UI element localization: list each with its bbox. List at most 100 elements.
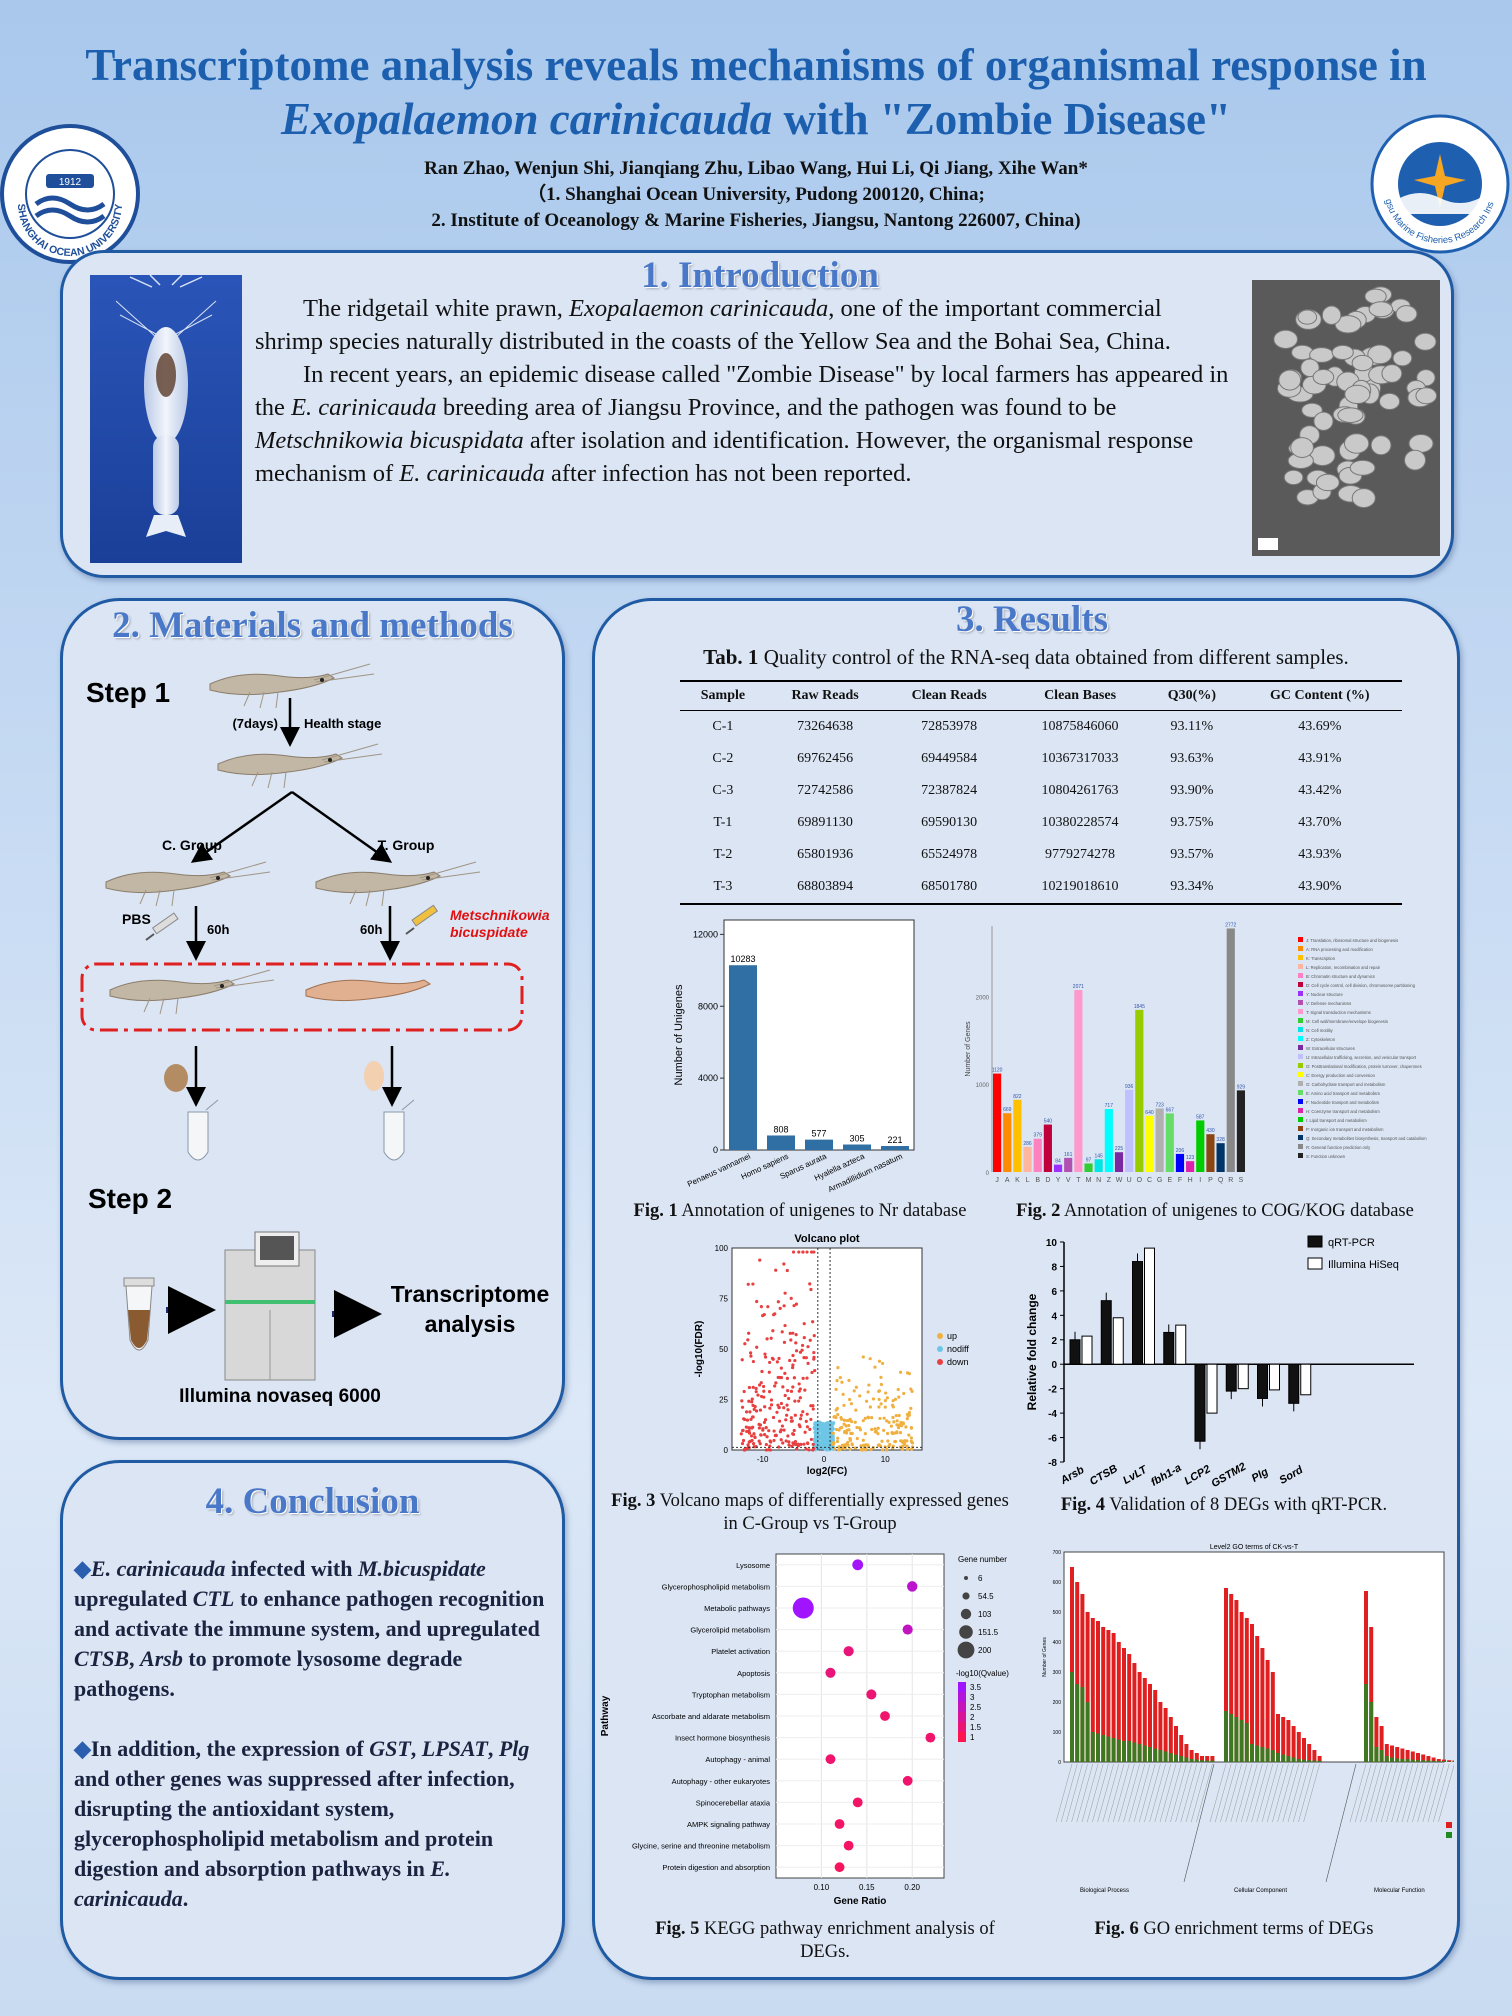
bar-value-label: 206 [1176,1148,1185,1154]
x-tick-mark [1076,1763,1094,1823]
yeast-cell [1321,305,1342,325]
volcano-point [791,1385,795,1389]
bar [1405,1750,1410,1762]
y-tick-label: 2000 [976,995,990,1001]
volcano-point [782,1340,787,1344]
table-cell: 68803894 [797,879,854,894]
bar-value-label: 540 [1044,1119,1053,1125]
table-row: C-2 69762456 69449584 10367317033 93.63% 43.9… [680,743,1402,775]
volcano-point [885,1419,889,1423]
bar [1364,1591,1368,1762]
volcano-point [775,1410,779,1414]
legend-swatch [1298,1099,1303,1104]
color-legend-label: 2.5 [970,1703,982,1712]
volcano-point [804,1419,808,1423]
yeast-cell [1414,332,1437,351]
x-tick-mark [1386,1763,1403,1823]
bar [1288,1363,1300,1404]
step-1-label: Step 1 [86,677,170,708]
y-tick-label: -4 [1048,1409,1057,1420]
volcano-point [751,1415,755,1419]
bar [1426,1756,1431,1762]
volcano-point [877,1359,882,1363]
table-header-cell: Raw Reads [765,682,885,711]
volcano-point [835,1379,839,1383]
volcano-point [877,1389,882,1393]
bar [1281,1717,1286,1762]
volcano-point [740,1441,745,1446]
volcano-point [758,1442,762,1446]
days-label: (7days) [232,716,278,731]
volcano-point [780,1424,785,1428]
introduction-text: The ridgetail white prawn, Exopalaemon c… [255,292,1235,490]
x-tick-mark [1086,1763,1104,1823]
bar-value-label: 161 [1064,1152,1073,1158]
color-legend-label: 3.5 [970,1683,982,1692]
bar [805,1139,833,1150]
x-tick-label: N [1096,1177,1101,1184]
volcano-point [812,1250,816,1254]
bar [1255,1636,1260,1762]
fig1-nr-chart: 0 4000 8000 12000 Number of Unigenes 10283 Pen… [673,919,915,1194]
volcano-point [810,1370,814,1375]
affiliation-1: （1. Shanghai Ocean University, Pudong 20… [527,184,985,205]
volcano-point [803,1388,807,1392]
table-cell: T-3 [713,879,733,894]
bar [1104,1109,1113,1172]
volcano-point [806,1345,810,1349]
x-tick-label: Z [1107,1177,1112,1184]
t-group-label: T. Group [378,837,435,853]
volcano-point [867,1383,871,1387]
volcano-point [783,1291,787,1295]
legend-item: P: Inorganic ion transport and metabolis… [1306,1127,1384,1132]
x-tick-label: Plg [1250,1466,1271,1485]
bar [1257,1363,1268,1399]
volcano-point [748,1410,752,1414]
legend-swatch [1307,1235,1323,1248]
volcano-point [757,1439,761,1443]
fig6-go-chart: Level2 GO terms of CK-vs-T 0 100 200 300 400 5… [1042,1544,1454,1894]
volcano-point [899,1439,903,1443]
bar [1400,1759,1405,1762]
volcano-point [903,1441,907,1445]
volcano-point [905,1417,909,1421]
volcano-point [752,1407,756,1411]
volcano-point [879,1402,883,1406]
y-tick-label: Platelet activation [711,1647,770,1656]
bar [1184,1757,1189,1762]
bar-value-label: 577 [811,1129,826,1139]
intro-paragraph-2: In recent years, an epidemic disease cal… [255,361,1229,487]
bar [1395,1758,1400,1762]
volcano-point [897,1395,901,1399]
volcano-point [831,1431,835,1435]
size-legend-label: 200 [978,1646,992,1655]
bar [1250,1624,1254,1762]
volcano-point [804,1447,808,1451]
bar [1064,1157,1073,1172]
x-tick-label: Arsb [1058,1464,1087,1488]
poster-title: Transcriptome analysis reveals mechanism… [60,38,1452,146]
bar [1179,1735,1184,1762]
volcano-point [747,1431,752,1435]
y-tick-label: 4 [1051,1311,1057,1322]
volcano-point [873,1430,877,1434]
bar-value-label: 2071 [1073,984,1084,990]
bar [1158,1750,1163,1762]
bar [1431,1757,1436,1762]
chart-title: Level2 GO terms of CK-vs-T [1210,1544,1299,1551]
shrimp-photo [90,275,242,563]
y-tick-label: 500 [1053,1610,1062,1616]
volcano-point [788,1331,792,1335]
volcano-point [906,1414,910,1418]
volcano-point [742,1448,746,1452]
bar [1265,1748,1270,1762]
volcano-point [747,1440,751,1444]
table-header-cell: Sample [680,682,766,711]
volcano-point [789,1416,793,1420]
volcano-point [772,1429,776,1433]
volcano-point [866,1443,870,1447]
pathway-point [825,1667,836,1678]
volcano-point [882,1416,886,1420]
legend-swatch [1298,991,1303,996]
table-cell: 93.75% [1170,815,1214,830]
